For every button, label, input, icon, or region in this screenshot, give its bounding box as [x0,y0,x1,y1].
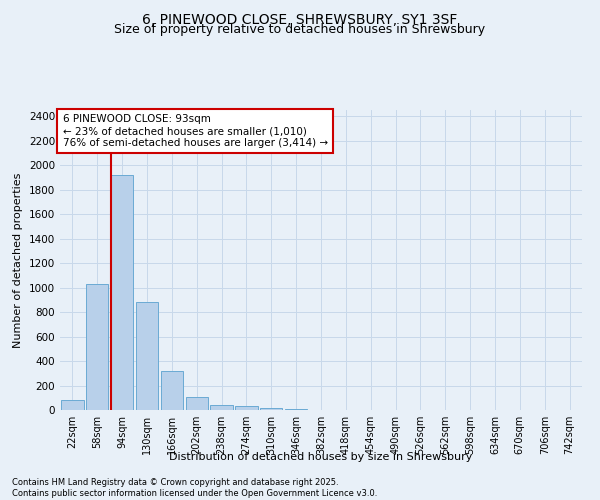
Text: Distribution of detached houses by size in Shrewsbury: Distribution of detached houses by size … [169,452,473,462]
Bar [61,400,83,410]
Y-axis label: Number of detached properties: Number of detached properties [13,172,23,348]
Bar [161,372,183,410]
Bar [260,408,283,410]
Bar [111,175,133,410]
Text: Contains HM Land Registry data © Crown copyright and database right 2025.
Contai: Contains HM Land Registry data © Crown c… [12,478,377,498]
Bar [211,405,233,410]
Text: 6, PINEWOOD CLOSE, SHREWSBURY, SY1 3SF: 6, PINEWOOD CLOSE, SHREWSBURY, SY1 3SF [142,12,458,26]
Text: Size of property relative to detached houses in Shrewsbury: Size of property relative to detached ho… [115,22,485,36]
Bar [185,396,208,410]
Bar [235,406,257,410]
Bar [136,302,158,410]
Bar [86,284,109,410]
Text: 6 PINEWOOD CLOSE: 93sqm
← 23% of detached houses are smaller (1,010)
76% of semi: 6 PINEWOOD CLOSE: 93sqm ← 23% of detache… [62,114,328,148]
